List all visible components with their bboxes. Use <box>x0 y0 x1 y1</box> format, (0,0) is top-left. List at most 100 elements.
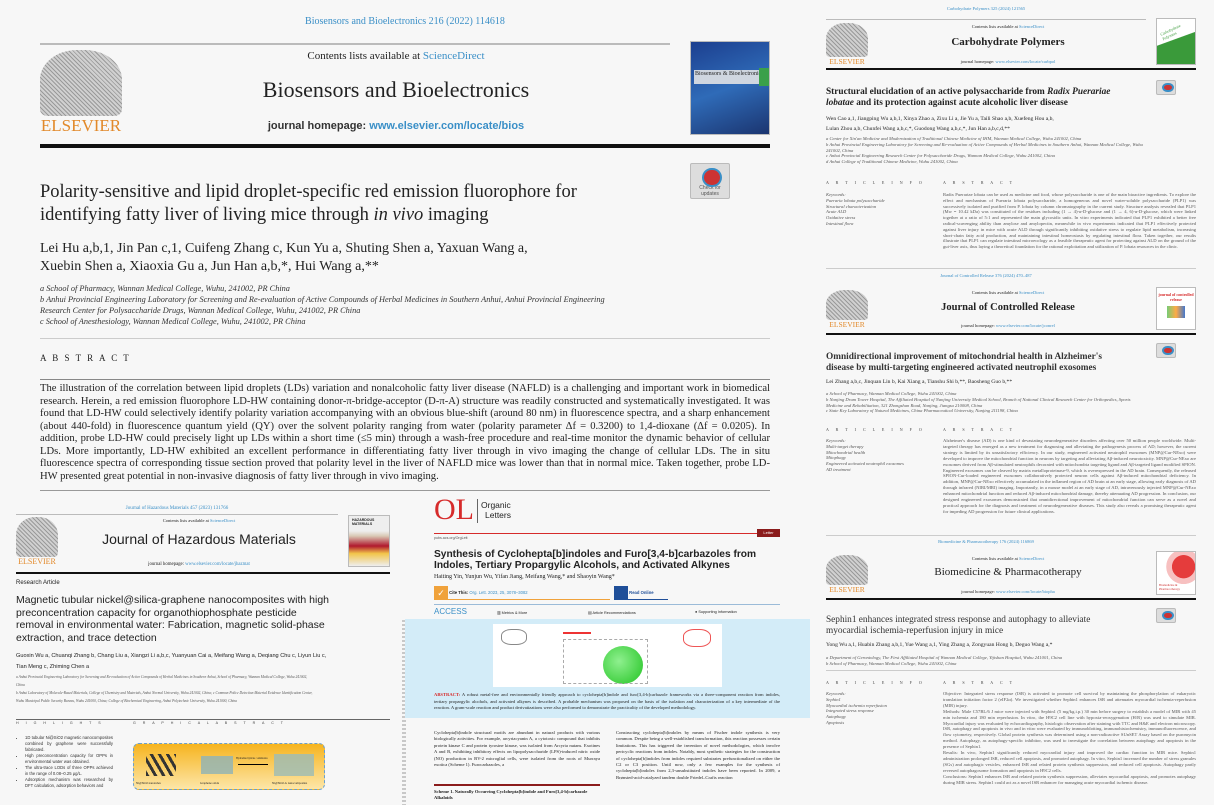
access-label: ACCESS <box>434 607 467 616</box>
article-title: Omnidirectional improvement of mitochond… <box>826 352 1102 373</box>
body-left-column: Cyclohepta[b]indole structural motifs ar… <box>434 730 600 768</box>
author-list: Lei Hu a,b,1, Jin Pan c,1, Cuifeng Zhang… <box>40 241 528 274</box>
ga-label: Ni@SiO2-G nanocomposites <box>272 781 308 785</box>
highlight-item: Adsorption mechanism was researched by D… <box>25 777 113 789</box>
journal-reference[interactable]: Carbohydrate Polymers 325 (2024) 121565 <box>946 6 1026 11</box>
article-info-heading: A R T I C L E I N F O <box>826 680 925 685</box>
abstract-text: Objective: Integrated stress response (I… <box>943 691 1196 785</box>
ga-label: Hydrazine hydrate / Ammonia <box>236 757 268 760</box>
journal-name: Carbohydrate Polymers <box>951 36 1065 48</box>
journal-name: Biosensors and Bioelectronics <box>262 77 530 102</box>
abstract-text: The illustration of the correlation betw… <box>40 383 770 482</box>
article-title: Sephin1 enhances integrated stress respo… <box>826 615 1091 636</box>
journal-brand: Organic Letters <box>481 500 511 520</box>
abstract-text: ABSTRACT: A robust metal-free and enviro… <box>434 692 780 710</box>
article-info-heading: A R T I C L E I N F O <box>826 180 925 185</box>
affiliations: a School of Pharmacy, Wannan Medical Col… <box>40 284 605 326</box>
check-for-updates-icon[interactable] <box>1156 343 1176 358</box>
affiliations: a Anhui Provincial Engineering Laborator… <box>16 675 313 703</box>
abstract-heading: A B S T R A C T <box>943 680 1016 685</box>
ol-logo: OL <box>434 493 474 526</box>
homepage-link[interactable]: www.elsevier.com/locate/bios <box>369 120 525 132</box>
elsevier-logo: ELSEVIER <box>16 517 58 566</box>
affiliations: a School of Pharmacy, Wannan Medical Col… <box>826 391 1131 414</box>
journal-reference[interactable]: Journal of Hazardous Materials 457 (2023… <box>125 506 229 511</box>
tab-supporting-info[interactable]: ● Supporting Information <box>695 610 737 614</box>
check-for-updates-label: Check for updates <box>699 185 721 197</box>
download-notice-strip <box>402 620 406 805</box>
keywords: Keywords: Sephin1 Myocardial ischemia repe… <box>826 691 887 725</box>
contents-line: Contents lists available at ScienceDirec… <box>971 556 1045 561</box>
journal-url[interactable]: pubs.acs.org/OrgLett <box>434 536 468 540</box>
article-type-badge: Letter <box>757 529 780 537</box>
check-for-updates-icon[interactable]: Check for updates <box>690 163 730 199</box>
article-type: Research Article <box>16 580 60 586</box>
journal-reference[interactable]: Journal of Controlled Release 376 (2024)… <box>940 273 1032 278</box>
homepage-link[interactable]: www.elsevier.com/locate/biopha <box>996 589 1055 594</box>
article-info-heading: A R T I C L E I N F O <box>826 427 925 432</box>
recommendations-icon: ▤ <box>588 611 592 615</box>
abstract-text: Radix Puerariae lobata can be used as me… <box>943 192 1196 250</box>
abstract-heading: A B S T R A C T <box>943 427 1016 432</box>
homepage-line: journal homepage: www.elsevier.com/locat… <box>961 589 1055 594</box>
cite-this[interactable]: ✓ Cite This: Org. Lett. 2023, 25, 3078–3… <box>434 586 610 600</box>
highlight-item: High preconcentration capacity for OPPs … <box>25 753 113 765</box>
sciencedirect-link[interactable]: ScienceDirect <box>422 50 485 62</box>
sciencedirect-link[interactable]: ScienceDirect <box>210 518 236 523</box>
highlight-item: The ultra-trace LODs of three OPPs achie… <box>25 765 113 777</box>
author-list: Guoxin Wu a, Chuanqi Zhang b, Chang Liu … <box>16 653 327 670</box>
homepage-link[interactable]: www.elsevier.com/locate/jhazmat <box>185 562 250 567</box>
read-online-button[interactable]: Read Online <box>614 586 668 600</box>
journal-reference[interactable]: Biomedicine & Pharmacotherapy 176 (2024)… <box>938 539 1034 544</box>
journal-name: Journal of Hazardous Materials <box>102 531 296 547</box>
metrics-icon: ▥ <box>497 611 501 615</box>
body-right-column: Constructing cyclohepta[b]indoles by mea… <box>616 730 780 780</box>
highlight-item: 1D tubular Ni@SiO2 magnetic nanocomposit… <box>25 735 113 753</box>
journal-reference[interactable]: Biosensors and Bioelectronics 216 (2022)… <box>305 16 505 27</box>
checkmark-icon: ✓ <box>434 586 448 600</box>
author-list: Yong Wu a,1, Huabin Zhang a,b,1, Yue Wan… <box>826 642 1053 648</box>
article-title: Magnetic tubular nickel@silica-graphene … <box>16 594 329 644</box>
scheme-caption: Scheme 1. Naturally Occurring Cyclohepta… <box>434 789 588 800</box>
affiliations: a Center for Xin'an Medicine and Moderni… <box>826 136 1143 165</box>
homepage-line: journal homepage: www.elsevier.com/locat… <box>961 323 1055 328</box>
contents-line: Contents lists available at ScienceDirec… <box>307 50 485 62</box>
sciencedirect-link[interactable]: ScienceDirect <box>1019 290 1045 295</box>
homepage-link[interactable]: www.elsevier.com/locate/carbpol <box>995 59 1056 64</box>
journal-cover: journal of controlled release <box>1156 287 1196 330</box>
journal-name: Journal of Controlled Release <box>941 302 1075 313</box>
tab-metrics[interactable]: ▥ Metrics & More <box>497 611 528 615</box>
contents-line: Contents lists available at ScienceDirec… <box>971 24 1045 29</box>
journal-cover: Carbohydrate Polymers <box>1156 18 1196 65</box>
journal-cover: HAZARDOUS MATERIALS <box>348 515 390 567</box>
affiliations: a Department of Gerontology, The First A… <box>826 655 1063 666</box>
check-for-updates-icon[interactable] <box>1156 608 1176 623</box>
homepage-line: journal homepage: www.elsevier.com/locat… <box>267 120 525 132</box>
graphical-abstract-image: Ni@SiO2 nanotubes Graphene oxide Hydrazi… <box>133 743 325 790</box>
check-for-updates-icon[interactable] <box>1156 80 1176 95</box>
tab-recommendations[interactable]: ▤ Article Recommendations <box>588 611 636 615</box>
supporting-info-icon: ● <box>695 610 698 614</box>
article-title: Structural elucidation of an active poly… <box>826 87 1111 108</box>
article-title: Synthesis of Cyclohepta[b]indoles and Fu… <box>434 549 757 571</box>
ga-label: Ni@SiO2 nanotubes <box>136 781 161 785</box>
contents-line: Contents lists available at ScienceDirec… <box>971 290 1045 295</box>
abstract-heading: A B S T R A C T <box>943 180 1016 185</box>
read-online-icon <box>614 586 628 600</box>
graphical-abstract-heading: G R A P H I C A L A B S T R A C T <box>133 721 286 725</box>
journal-name: Biomedicine & Pharmacotherapy <box>934 566 1082 578</box>
keywords: Keywords: Pueraria lobata polysaccharide S… <box>826 192 885 226</box>
elsevier-logo: ELSEVIER <box>826 290 868 329</box>
homepage-link[interactable]: www.elsevier.com/locate/jconrel <box>995 323 1055 328</box>
journal-cover: Biosensors & Bioelectronics <box>690 41 770 135</box>
homepage-line: journal homepage: www.elsevier.com/locat… <box>148 562 250 567</box>
homepage-line: journal homepage: www.elsevier.com/locat… <box>960 59 1056 64</box>
sciencedirect-link[interactable]: ScienceDirect <box>1019 556 1045 561</box>
elsevier-logo: ELSEVIER <box>826 555 868 594</box>
sciencedirect-link[interactable]: ScienceDirect <box>1019 24 1045 29</box>
journal-cover: Biomedicine & Pharmacotherapy <box>1156 551 1196 595</box>
abstract-heading: A B S T R A C T <box>40 353 131 363</box>
author-list: Haiting Yin, Yunjun Wu, Yifan Jiang, Mei… <box>434 574 615 580</box>
contents-line: Contents lists available at ScienceDirec… <box>162 518 236 523</box>
toc-graphic <box>493 624 722 687</box>
